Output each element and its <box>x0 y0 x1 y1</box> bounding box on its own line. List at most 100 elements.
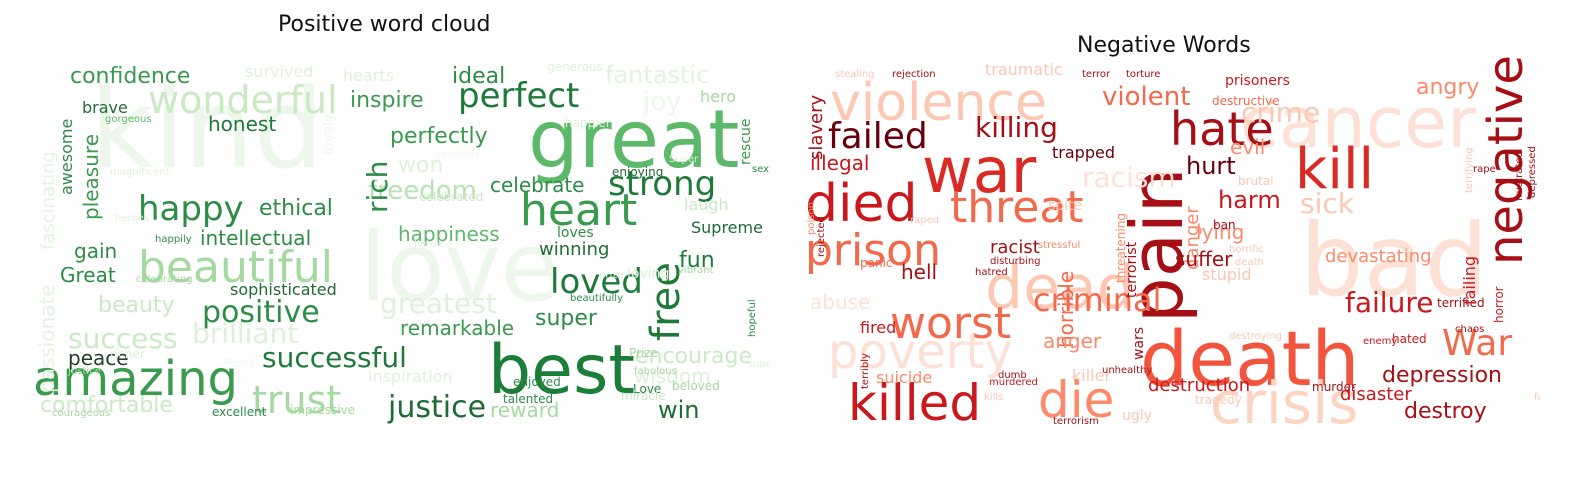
positive-word: Peace <box>225 358 255 369</box>
negative-word: kills <box>984 392 1003 403</box>
negative-word: slavery <box>806 94 827 160</box>
negative-word: violent <box>1102 82 1190 112</box>
positive-word: courageous <box>52 408 110 419</box>
positive-word: magnificent <box>110 167 170 178</box>
negative-word: stealing <box>835 69 875 80</box>
negative-word: horrific <box>1229 244 1264 255</box>
negative-word: poverty <box>828 324 1013 380</box>
negative-word: hatred <box>975 267 1008 278</box>
positive-word-cloud: kind love great best amazing beautiful heart wo… <box>33 60 770 425</box>
positive-word: pleasure <box>79 134 103 220</box>
negative-cloud-title: Negative Words <box>1077 33 1251 58</box>
positive-word: remarkable <box>400 316 514 340</box>
positive-word: free <box>643 262 689 341</box>
negative-word: angry <box>1416 75 1479 100</box>
positive-word: wonderful <box>148 78 338 122</box>
positive-word: comfortable <box>40 393 173 418</box>
positive-word: wisdom <box>634 364 711 388</box>
positive-word: Prize <box>629 346 658 360</box>
negative-word: prison <box>805 225 941 276</box>
negative-word: lying <box>1196 220 1244 244</box>
negative-word: spite <box>1048 198 1082 214</box>
positive-word: prize <box>599 270 624 281</box>
negative-word: prisoners <box>1225 73 1290 89</box>
positive-word: excellent <box>212 405 267 419</box>
positive-word: ideal <box>452 64 505 89</box>
negative-word: cancer <box>1240 82 1476 164</box>
positive-word: hopeful <box>747 299 758 337</box>
positive-word: heroes <box>115 213 149 224</box>
positive-word: rescue <box>738 118 754 165</box>
positive-word: happiness <box>398 222 500 246</box>
positive-word: delicious <box>435 149 479 160</box>
negative-word: failure <box>1345 286 1433 319</box>
negative-word: racist <box>990 237 1040 258</box>
positive-word: Super <box>669 154 699 165</box>
negative-word: hurt <box>1186 152 1236 180</box>
positive-word: confidence <box>70 64 190 89</box>
negative-word: stupid <box>1202 265 1252 284</box>
negative-word: terrorist <box>1124 241 1140 298</box>
positive-word: brave <box>82 98 128 117</box>
positive-word: sexy <box>752 164 770 175</box>
negative-word: frustrated <box>1514 151 1525 201</box>
positive-word: best <box>488 331 635 410</box>
negative-word: failing <box>1460 256 1479 305</box>
positive-word: reward <box>490 398 559 422</box>
negative-word: abuse <box>810 290 870 314</box>
negative-word: ugly <box>1122 408 1152 424</box>
negative-word: terror <box>1082 69 1111 80</box>
positive-word: fascinating <box>38 151 59 250</box>
positive-word: perfect <box>458 76 579 116</box>
positive-word: justice <box>387 390 486 425</box>
positive-word: perfectly <box>390 124 488 149</box>
positive-cloud-title: Positive word cloud <box>278 12 491 37</box>
positive-word: peace <box>68 346 129 370</box>
negative-word: failed <box>828 116 928 157</box>
positive-word: Supreme <box>691 218 763 237</box>
negative-word: suffer <box>1175 247 1233 271</box>
positive-word: awesome <box>57 119 76 195</box>
negative-word: die <box>1038 371 1114 425</box>
negative-word: danger <box>1182 206 1203 270</box>
negative-word: dumb <box>998 370 1027 381</box>
positive-word: beauty <box>98 293 175 318</box>
negative-word: chaos <box>1455 324 1484 335</box>
positive-word: amazing <box>33 351 238 407</box>
positive-word: loving <box>627 266 669 282</box>
positive-word: greatest <box>380 287 497 320</box>
negative-word: suicide <box>876 368 932 387</box>
positive-word: lovely <box>321 113 337 155</box>
positive-word: happily <box>155 234 192 245</box>
positive-word: positive <box>202 295 320 330</box>
negative-word: worst <box>890 298 1011 349</box>
negative-word: disturbing <box>990 256 1041 267</box>
negative-word: violence <box>830 73 1047 133</box>
positive-word: winning <box>539 239 609 260</box>
positive-word: loves <box>557 225 594 241</box>
positive-word: happier <box>565 116 611 130</box>
negative-word: wars <box>1131 327 1147 360</box>
negative-word: ban <box>1213 218 1236 232</box>
negative-word: stressful <box>1038 240 1080 251</box>
negative-word: died <box>805 174 917 234</box>
positive-word: freedom <box>368 176 477 206</box>
positive-word: happy <box>138 189 244 229</box>
negative-word: rejection <box>892 69 936 80</box>
positive-word: enjoyed <box>513 375 561 389</box>
negative-word: bad <box>1300 202 1488 319</box>
negative-word: criminal <box>1033 281 1161 319</box>
negative-word: traumatic <box>985 60 1063 79</box>
negative-word: killed <box>848 374 981 425</box>
positive-word: hearts <box>343 66 394 85</box>
negative-word: racism <box>1082 161 1176 194</box>
negative-word: negative <box>1478 55 1534 265</box>
negative-word: crisis <box>1210 369 1358 425</box>
positive-word: trust <box>252 378 341 422</box>
positive-word: intellectual <box>200 226 311 250</box>
positive-word: superior <box>748 359 770 370</box>
negative-word: killer <box>1072 366 1111 385</box>
negative-word: evil <box>1230 135 1265 159</box>
positive-word: richer <box>110 347 145 361</box>
positive-word: loved <box>550 262 643 302</box>
